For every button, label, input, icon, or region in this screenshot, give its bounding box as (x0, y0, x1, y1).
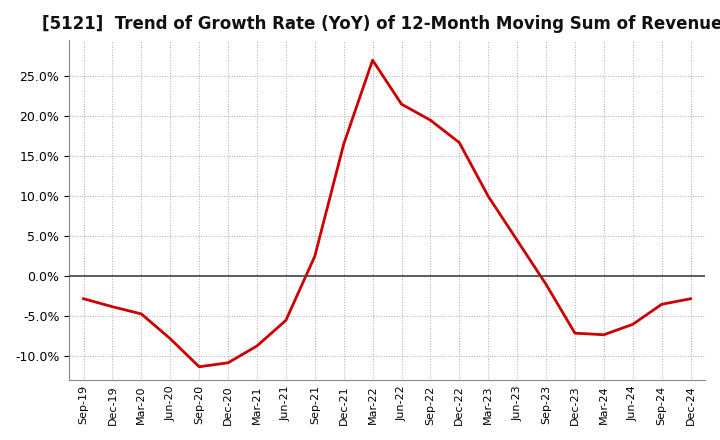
Title: [5121]  Trend of Growth Rate (YoY) of 12-Month Moving Sum of Revenues: [5121] Trend of Growth Rate (YoY) of 12-… (42, 15, 720, 33)
